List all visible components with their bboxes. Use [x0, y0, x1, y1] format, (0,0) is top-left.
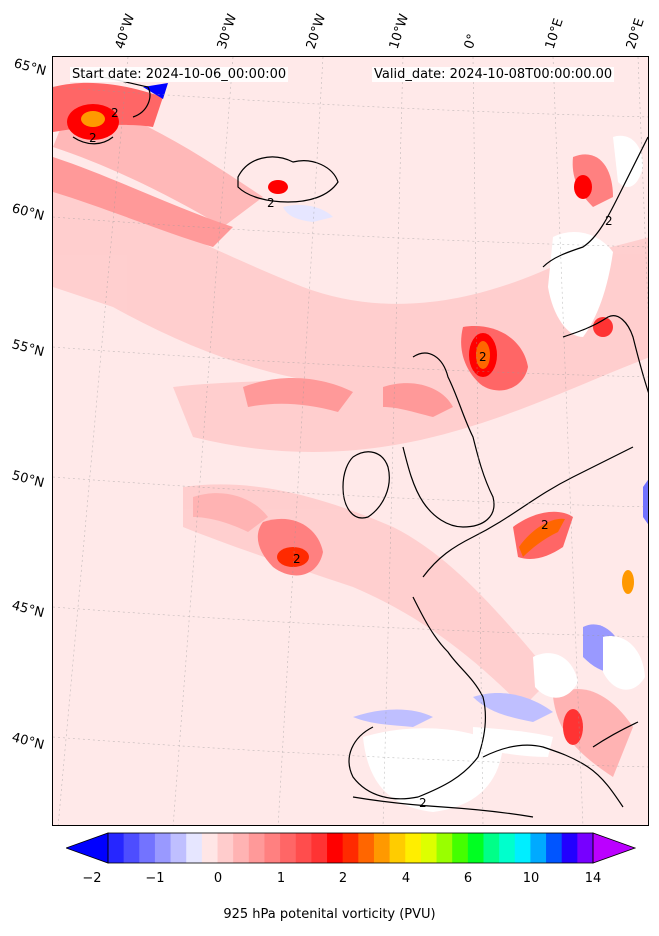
contour-label: 2 — [111, 106, 119, 120]
colorbar-cell — [561, 833, 578, 863]
colorbar-cell — [154, 833, 171, 863]
colorbar-cell — [467, 833, 484, 863]
contour-label: 2 — [293, 552, 301, 566]
colorbar-cell — [170, 833, 187, 863]
colorbar-tick-label: 6 — [463, 871, 473, 886]
lon-label: 10°W — [386, 12, 413, 51]
colorbar-tick-label: 10 — [522, 871, 540, 886]
colorbar-cells — [108, 833, 594, 863]
colorbar-tick-label: 14 — [584, 871, 602, 886]
scandinavia-coast — [542, 136, 648, 393]
colorbar-tick-label: 2 — [338, 871, 348, 886]
iceland-coast — [237, 156, 339, 203]
colorbar-cell — [436, 833, 453, 863]
colorbar-cell — [139, 833, 156, 863]
lat-label: 60°N — [10, 201, 46, 225]
lat-label: 45°N — [10, 598, 46, 622]
colorbar-tick-label: 4 — [401, 871, 411, 886]
colorbar-cell — [327, 833, 344, 863]
lat-label: 55°N — [10, 337, 46, 361]
colorbar-cell — [577, 833, 594, 863]
colorbar-cell — [514, 833, 531, 863]
colorbar-cell — [358, 833, 375, 863]
pv-cores — [67, 104, 634, 806]
lon-label: 20°E — [623, 16, 648, 51]
valid-date-label: Valid_date: 2024-10-08T00:00:00.00 — [372, 67, 615, 82]
colorbar-cell — [248, 833, 265, 863]
lat-label: 65°N — [12, 56, 48, 80]
north-africa-coast — [352, 796, 534, 818]
colorbar-cell — [264, 833, 281, 863]
colorbar-cell — [389, 833, 406, 863]
pv-map: 2 2 2 2 2 2 2 2 — [53, 57, 648, 825]
colorbar-cell — [295, 833, 312, 863]
colorbar — [66, 832, 636, 864]
colorbar-cell — [405, 833, 422, 863]
colorbar-cell — [186, 833, 203, 863]
lon-label: 30°W — [214, 12, 241, 51]
colorbar-cell — [452, 833, 469, 863]
colorbar-tick-label: 1 — [276, 871, 286, 886]
colorbar-cell — [420, 833, 437, 863]
colorbar-tick-label: 0 — [213, 871, 223, 886]
colorbar-cell — [546, 833, 563, 863]
colorbar-cell — [108, 833, 125, 863]
colorbar-cell — [280, 833, 297, 863]
continental-europe-coast — [348, 446, 634, 800]
colorbar-cell — [217, 833, 234, 863]
contour-labels: 2 2 2 2 2 2 2 2 — [89, 106, 613, 810]
mediterranean-coast — [482, 721, 639, 808]
colorbar-tick-label: −2 — [82, 871, 102, 886]
lon-label: 10°E — [542, 16, 567, 51]
colorbar-cell — [233, 833, 250, 863]
gridlines — [53, 57, 648, 825]
terrain-masked-areas — [363, 135, 645, 812]
contour-label: 2 — [419, 796, 427, 810]
colorbar-cell — [499, 833, 516, 863]
contour-label: 2 — [605, 214, 613, 228]
colorbar-cell — [201, 833, 218, 863]
contour-label: 2 — [267, 196, 275, 210]
colorbar-outline — [107, 832, 594, 864]
lat-label: 50°N — [10, 468, 46, 492]
colorbar-cell — [530, 833, 547, 863]
coastlines — [72, 75, 648, 818]
colorbar-cell — [311, 833, 328, 863]
lat-label: 40°N — [10, 730, 46, 754]
colorbar-cell — [342, 833, 359, 863]
colorbar-max-arrow — [592, 832, 636, 864]
lon-label: 20°W — [303, 12, 330, 51]
start-date-label: Start date: 2024-10-06_00:00:00 — [70, 67, 289, 82]
lon-label: 40°W — [112, 12, 139, 51]
map-panel: 2 2 2 2 2 2 2 2 — [52, 56, 649, 826]
colorbar-title: 925 hPa potenital vorticity (PVU) — [223, 907, 436, 922]
colorbar-min-arrow — [66, 832, 109, 864]
contour-label: 2 — [89, 131, 97, 145]
lon-label: 0° — [461, 32, 481, 51]
colorbar-cell — [483, 833, 500, 863]
uk-ireland-coast — [342, 352, 495, 528]
contour-label: 2 — [479, 350, 487, 364]
contour-label: 2 — [541, 518, 549, 532]
colorbar-tick-label: −1 — [145, 871, 165, 886]
colorbar-cell — [373, 833, 391, 863]
colorbar-cell — [123, 833, 140, 863]
